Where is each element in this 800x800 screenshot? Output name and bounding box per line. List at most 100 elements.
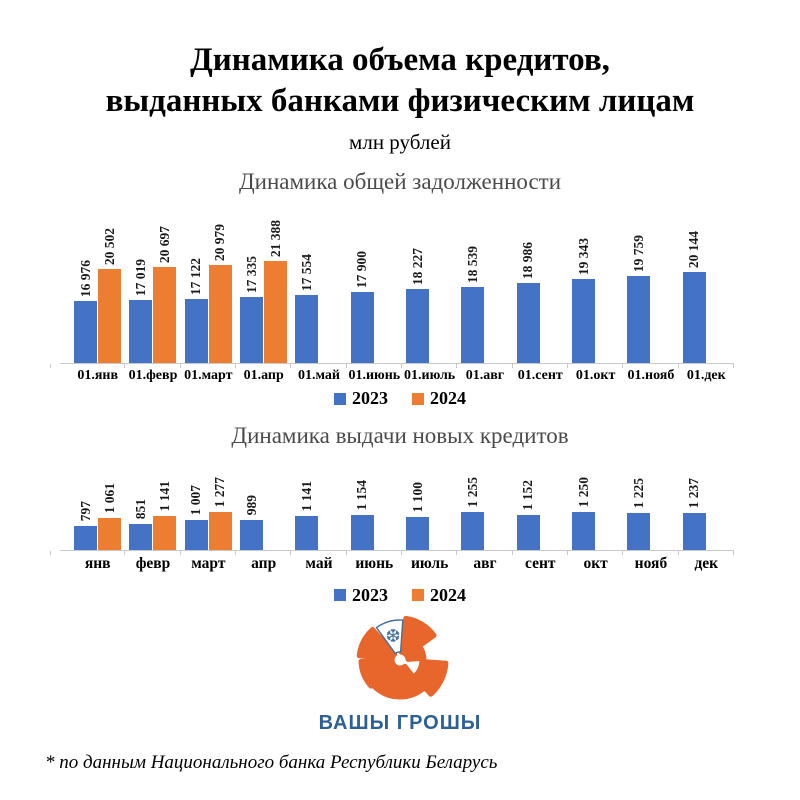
axis-tick — [513, 550, 568, 555]
axis-tick — [70, 550, 126, 555]
bar-value-label: 21 388 — [267, 220, 283, 258]
category-column-сент: 1 152 — [513, 454, 568, 550]
category-column-март: 1 007 1 277 — [181, 454, 236, 550]
legend-label: 2024 — [430, 388, 466, 409]
bar-group: 16 976 20 502 — [74, 211, 122, 364]
bar-2024-01.февр: 20 697 — [153, 226, 177, 364]
axis-tick — [347, 364, 402, 369]
bar-value-label: 20 697 — [156, 226, 172, 264]
logo-segment-detached-bottom-right — [412, 658, 449, 697]
axis-tick — [457, 550, 513, 555]
bar-group: 19 343 — [572, 211, 619, 364]
x-axis-ticks — [50, 364, 734, 369]
bar-value-label: 18 986 — [520, 242, 536, 280]
bar-group: 18 986 — [516, 211, 564, 364]
x-axis-ticks — [50, 550, 734, 555]
category-column-май: 1 141 — [291, 454, 346, 550]
bar-value-label: 1 225 — [630, 478, 646, 509]
x-axis-label: нояб — [634, 554, 668, 572]
bar-2023-01.нояб: 19 759 — [627, 235, 651, 364]
legend: 2023 2024 — [0, 585, 800, 606]
bar-value-label: 1 141 — [156, 481, 172, 512]
brand-logo-text: ВАШЫ ГРОШЫ — [318, 711, 482, 734]
bar-2024-февр: 1 141 — [153, 481, 177, 550]
category-column-01.дек: 20 144 — [679, 211, 734, 364]
plot-area: 16 976 20 502 17 019 20 697 17 122 20 979 17 3… — [60, 211, 734, 365]
category-column-01.июль: 18 227 — [402, 211, 457, 364]
bar-2024-март: 1 277 — [208, 477, 232, 550]
x-axis-label: 01.окт — [575, 368, 616, 384]
x-axis-label: 01.июнь — [348, 368, 401, 384]
bar-group: 1 225 — [627, 454, 674, 550]
bar-value-label: 797 — [77, 501, 93, 522]
bar-2023-01.дек: 20 144 — [682, 231, 706, 364]
bar-value-label: 1 061 — [101, 483, 117, 514]
legend-item-2024: 2024 — [412, 585, 466, 606]
x-axis-label: 01.апр — [243, 368, 284, 384]
category-column-дек: 1 237 — [679, 454, 734, 550]
x-axis-label: дек — [694, 554, 719, 572]
category-column-01.нояб: 19 759 — [623, 211, 678, 364]
bar-group: 1 250 — [572, 454, 619, 550]
axis-tick — [181, 550, 236, 555]
bar-group: 17 122 20 979 — [184, 211, 232, 364]
x-axis-label: окт — [583, 554, 608, 572]
bar-value-label: 17 900 — [354, 251, 370, 289]
bar-group: 1 141 — [295, 454, 342, 550]
bar-2023-01.окт: 19 343 — [572, 238, 596, 364]
bar-group: 18 227 — [406, 211, 453, 364]
axis-tick — [623, 364, 679, 369]
bar-group: 1 237 — [682, 454, 730, 550]
x-axis-label: февр — [135, 554, 171, 572]
chart-total-debt: Динамика общей задолженности 16 976 20 50… — [0, 169, 800, 409]
bar-value-label: 18 227 — [409, 248, 425, 286]
page-title-line2: выданных банками физическим лицам — [105, 82, 695, 119]
axis-tick — [236, 550, 292, 555]
x-axis-label: авг — [473, 554, 497, 572]
bar-spacer — [264, 549, 287, 550]
legend-label: 2023 — [352, 388, 388, 409]
category-column-01.май: 17 554 — [291, 211, 346, 364]
legend: 2023 2024 — [0, 388, 800, 409]
x-axis-label: 01.янв — [77, 368, 119, 384]
bar-value-label: 17 122 — [188, 258, 204, 296]
axis-tick — [457, 364, 513, 369]
bar-group: 1 255 — [461, 454, 508, 550]
x-axis-label: 01.сент — [517, 368, 563, 384]
bar-2023-01.июнь: 17 900 — [350, 251, 374, 364]
bar-2023-авг: 1 255 — [461, 477, 485, 550]
x-axis-label: март — [191, 554, 226, 572]
page-title-line1: Динамика объема кредитов, — [190, 42, 610, 78]
x-axis-label: 01.май — [297, 368, 340, 384]
legend-label: 2024 — [430, 584, 466, 605]
axis-tick — [291, 364, 347, 369]
x-axis-label: сент — [525, 554, 556, 572]
axis-tick — [181, 364, 236, 369]
bar-value-label: 17 019 — [132, 259, 148, 297]
category-column-окт: 1 250 — [568, 454, 623, 550]
category-column-июнь: 1 154 — [347, 454, 402, 550]
logo-segment-left — [358, 657, 397, 689]
bar-value-label: 1 237 — [686, 478, 702, 509]
bar-2023-дек: 1 237 — [682, 478, 706, 550]
bar-spacer — [485, 362, 508, 363]
page-title: Динамика объема кредитов, выданных банка… — [0, 40, 800, 122]
legend-item-2023: 2023 — [334, 388, 388, 409]
axis-tick — [402, 364, 458, 369]
source-footnote: * по данным Национального банка Республи… — [45, 752, 498, 773]
bar-2023-февр: 851 — [129, 499, 153, 550]
legend-swatch — [412, 392, 424, 405]
bar-group: 17 335 21 388 — [240, 211, 288, 364]
bar-value-label: 989 — [243, 495, 259, 516]
axis-tick — [291, 550, 347, 555]
category-column-01.янв: 16 976 20 502 — [70, 211, 125, 364]
bar-2024-01.янв: 20 502 — [98, 228, 122, 364]
chart-new-credits: Динамика выдачи новых кредитов 797 1 061 8… — [0, 423, 800, 605]
chart-title: Динамика выдачи новых кредитов — [231, 423, 569, 449]
bar-value-label: 1 007 — [188, 485, 204, 516]
legend-swatch — [334, 392, 346, 405]
bar-value-label: 16 976 — [77, 260, 93, 298]
bar-spacer — [707, 362, 730, 363]
category-column-февр: 851 1 141 — [125, 454, 180, 550]
bar-spacer — [541, 549, 564, 550]
